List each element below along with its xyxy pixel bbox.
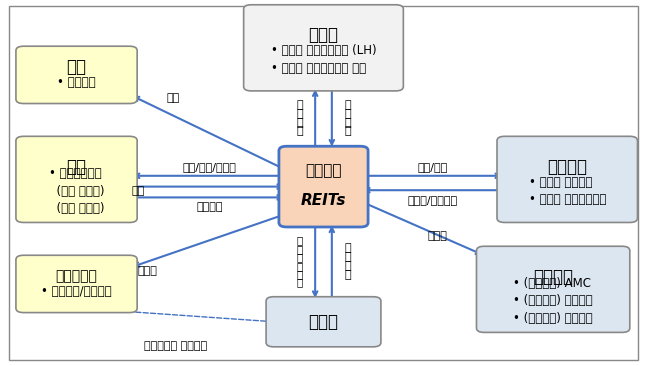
FancyBboxPatch shape: [279, 146, 368, 227]
Text: 업무위탁: 업무위탁: [533, 268, 573, 286]
Text: 배당/이자/수수료: 배당/이자/수수료: [182, 162, 236, 172]
Text: 토지주: 토지주: [309, 26, 338, 44]
Text: 채
무
인
수
공
급: 채 무 인 수 공 급: [297, 236, 303, 288]
Text: • 민간차입: • 민간차입: [57, 76, 96, 89]
Text: 차입: 차입: [67, 58, 87, 76]
Text: 사업주간사 컨소시엄: 사업주간사 컨소시엄: [144, 341, 208, 351]
Text: 수수료: 수수료: [137, 266, 157, 276]
Text: 임대/분양: 임대/분양: [417, 162, 448, 172]
Text: • 수도권 공동주택용지 (LH)
• 지방권 단독주택단지 용지: • 수도권 공동주택용지 (LH) • 지방권 단독주택단지 용지: [270, 44, 377, 75]
FancyBboxPatch shape: [16, 46, 137, 104]
Text: 배당: 배당: [131, 186, 144, 196]
Text: 지역상생: 지역상생: [305, 163, 342, 178]
Text: 대
금
지
급: 대 금 지 급: [344, 100, 351, 136]
Text: • 영업인가/자금조달: • 영업인가/자금조달: [41, 285, 112, 298]
Text: 임대료/분양대금: 임대료/분양대금: [408, 195, 457, 205]
Text: 수분양자: 수분양자: [547, 158, 587, 176]
FancyBboxPatch shape: [16, 136, 137, 223]
FancyBboxPatch shape: [497, 136, 637, 223]
FancyBboxPatch shape: [266, 297, 381, 347]
Text: 출자: 출자: [67, 158, 87, 176]
Text: • 재무적투자자
  (사모 보통주)
  (공모 우선주): • 재무적투자자 (사모 보통주) (공모 우선주): [49, 167, 104, 215]
Text: 자금조달: 자금조달: [196, 202, 223, 212]
FancyBboxPatch shape: [476, 246, 630, 332]
Text: 수수료: 수수료: [428, 231, 447, 240]
Text: • (자산관리) AMC
• (자산보관) 금융기관
• (일반사무) 수탁회사: • (자산관리) AMC • (자산보관) 금융기관 • (일반사무) 수탁회사: [513, 277, 593, 325]
FancyBboxPatch shape: [244, 5, 403, 91]
FancyBboxPatch shape: [16, 255, 137, 313]
Text: 공
사
대
금: 공 사 대 금: [344, 243, 351, 280]
Text: REITs: REITs: [301, 193, 346, 208]
Text: 토
지
매
각: 토 지 매 각: [296, 100, 303, 136]
Text: 건설사: 건설사: [309, 313, 338, 331]
Text: 이자: 이자: [166, 93, 180, 103]
Text: • 수도권 공동주택
• 지방권 단독주택단지: • 수도권 공동주택 • 지방권 단독주택단지: [529, 176, 606, 206]
Text: 금융주간사: 금융주간사: [56, 269, 98, 283]
